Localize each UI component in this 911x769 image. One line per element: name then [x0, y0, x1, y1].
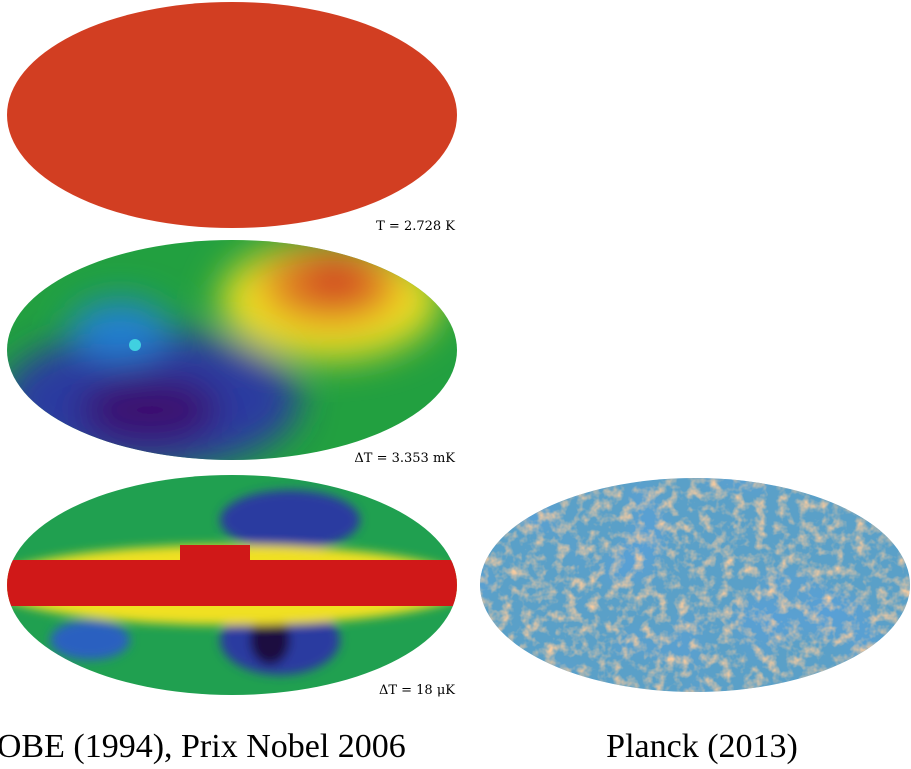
- caption: Planck (2013): [606, 728, 798, 765]
- map-anisotropy: [0, 470, 470, 700]
- map-label: T = 2.728 K: [376, 219, 455, 234]
- map-planck: [480, 478, 910, 692]
- figure: T = 2.728 K ΔT = 3.353 mK ΔT = 18 μK: [0, 0, 911, 769]
- caption: COBE (1994), Prix Nobel 2006: [0, 728, 406, 765]
- map-label: ΔT = 18 μK: [379, 683, 455, 698]
- map-monopole: [7, 2, 457, 228]
- map-label: ΔT = 3.353 mK: [354, 451, 455, 466]
- map-dipole: [0, 230, 460, 470]
